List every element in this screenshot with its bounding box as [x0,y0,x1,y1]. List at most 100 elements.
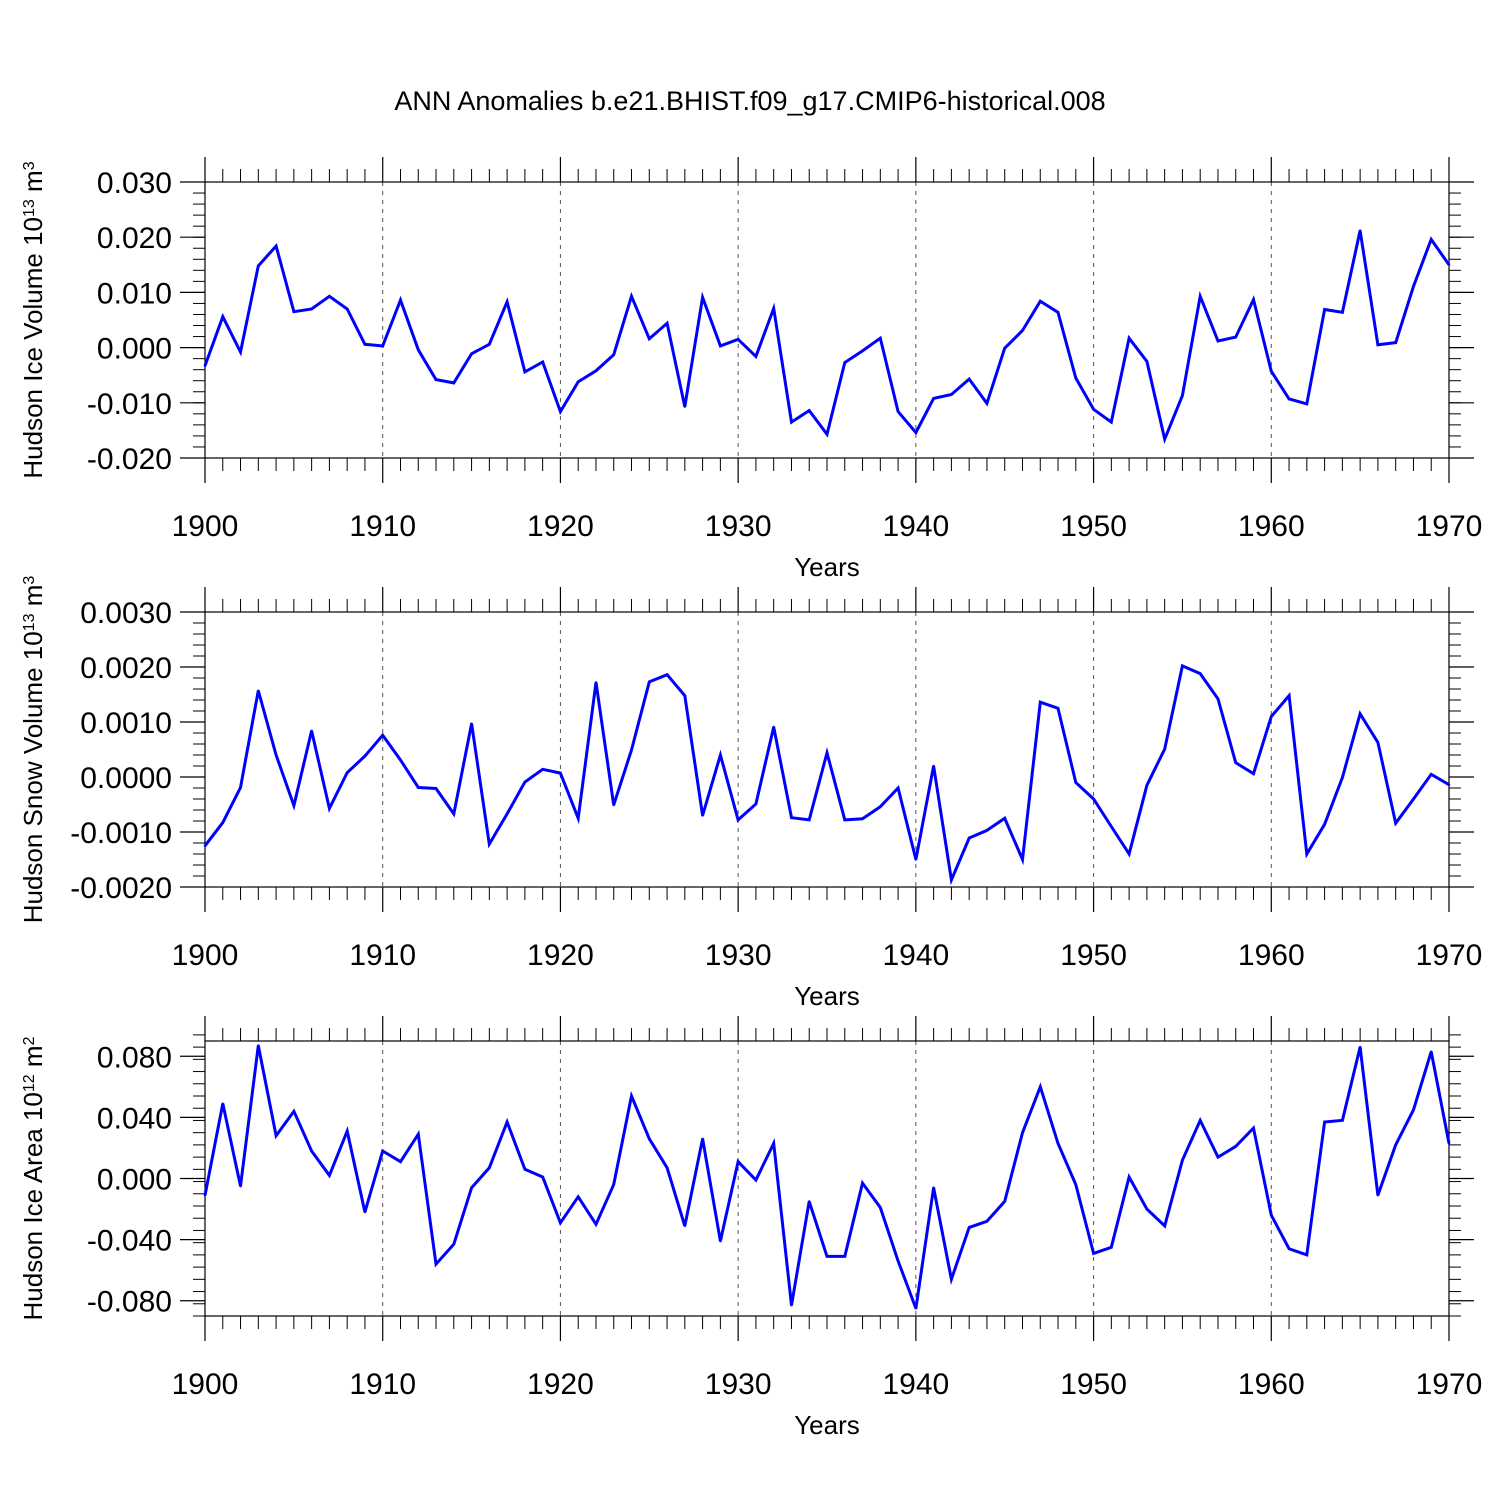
data-point [541,768,544,771]
data-point [1092,408,1095,411]
data-point [914,431,918,434]
data-point [736,1160,740,1163]
y-tick-label: 0.0010 [80,707,172,740]
x-tick-label: 1950 [1060,939,1127,972]
y-axis-label: Hudson Snow Volume 1013 m3 [18,576,48,924]
data-point [345,771,349,774]
data-point [594,681,598,684]
data-point [932,397,935,400]
data-point [541,1175,544,1179]
data-point [648,1137,651,1140]
data-point [914,858,918,861]
data-point [701,814,704,817]
data-point [328,1174,331,1177]
x-tick-label: 1910 [349,939,416,972]
x-tick-label: 1900 [172,939,239,972]
data-point [1270,370,1273,373]
y-axis-label-text: Hudson Ice Volume 10 [18,217,48,479]
data-point [808,818,811,822]
x-tick-label: 1900 [172,510,239,543]
figure-title: ANN Anomalies b.e21.BHIST.f09_g17.CMIP6-… [394,86,1105,116]
data-point [203,844,207,847]
data-point [1430,238,1433,241]
data-point [434,378,438,381]
data-point [648,680,651,684]
data-point [1376,343,1380,347]
x-axis-label: Years [794,1410,860,1440]
data-point [452,812,455,816]
data-point [239,1184,242,1188]
data-point [523,780,527,784]
data-point [914,1307,918,1310]
data-point [719,344,722,348]
y-tick-label: -0.0010 [70,817,172,850]
data-point [1430,773,1433,776]
y-axis-label-superscript: 12 [21,1074,38,1092]
data-point [1412,285,1415,288]
data-point [1430,1050,1433,1053]
x-tick-label: 1910 [349,510,416,543]
data-point [345,1129,349,1133]
data-point [594,1223,598,1226]
data-point [1145,784,1149,787]
panel-2: -0.0020 -0.0010 0.0000 0.0010 0.0020 0.0030 19… [18,576,1482,1011]
y-axis-label-superscript: 3 [21,161,38,170]
data-point [434,787,438,790]
data-point [399,758,402,762]
data-point [879,337,882,340]
data-point [1199,672,1202,675]
x-tick-label: 1960 [1238,1368,1305,1401]
data-point [754,355,758,358]
data-point [1412,797,1415,801]
data-point [843,818,846,822]
data-point [505,300,509,303]
data-point [683,694,687,697]
y-axis-label: Hudson Ice Volume 1013 m3 [18,161,48,478]
data-point [1110,1246,1113,1249]
data-point [1163,1224,1166,1228]
data-point [470,722,473,725]
data-point [310,729,313,732]
x-tick-label: 1920 [527,1368,594,1401]
data-point [754,1178,758,1182]
data-point [1181,664,1184,668]
data-point [736,818,740,822]
data-point [399,1160,402,1163]
data-point [1252,772,1255,775]
data-point [985,1220,989,1223]
data-point [1252,1126,1255,1130]
data-point [488,842,491,846]
data-point [363,754,367,758]
data-point [932,1186,935,1189]
data-point [1376,741,1380,744]
y-axis-label: Hudson Ice Area 1012 m2 [18,1036,48,1320]
data-point [1358,1045,1362,1049]
data-point [1110,420,1113,424]
data-point [1039,701,1042,704]
x-axis-label: Years [794,981,860,1011]
data-point [825,751,829,754]
data-point [239,350,242,354]
y-tick-label: -0.0020 [70,872,172,905]
data-point [310,307,313,311]
data-point [1252,298,1255,301]
data-point [950,393,953,396]
data-point [345,307,349,311]
data-point [701,296,704,299]
data-point [1341,1119,1344,1122]
data-point [843,1255,846,1258]
data-point [1358,229,1362,232]
x-tick-label: 1950 [1060,1368,1127,1401]
x-tick-label: 1940 [882,939,949,972]
x-tick-label: 1970 [1416,1368,1483,1401]
data-point [665,322,669,325]
data-point [1145,360,1149,363]
data-point [1376,1194,1380,1197]
y-tick-label: 0.010 [97,277,172,310]
data-point [541,360,544,364]
data-point [736,338,740,341]
data-point [612,803,615,807]
data-point [1056,311,1060,314]
data-point [239,786,242,789]
data-point [1021,1131,1024,1134]
